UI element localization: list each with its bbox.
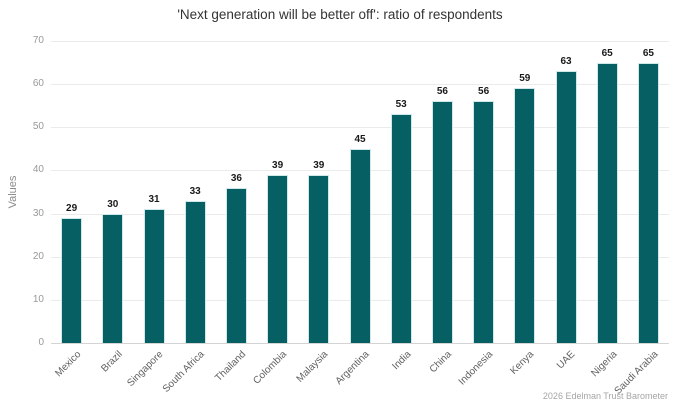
chart-title: 'Next generation will be better off': ra… [177, 7, 503, 22]
bar-china[interactable] [431, 101, 453, 343]
x-tick-label-south-africa: South Africa [161, 349, 207, 395]
x-tick-label-singapore: Singapore [125, 349, 166, 390]
gridline-y-70 [51, 41, 669, 42]
y-tick-label-0: 0 [38, 337, 44, 348]
x-tick-label-china: China [427, 349, 455, 376]
bar-value-china: 56 [436, 86, 448, 98]
bar-south-africa[interactable] [184, 200, 206, 343]
x-tick-label-indonesia: Indonesia [456, 349, 496, 388]
x-tick-label-argentina: Argentina [333, 349, 372, 388]
bar-india[interactable] [390, 114, 412, 343]
bar-thailand[interactable] [225, 187, 247, 343]
x-tick-label-uae: UAE [555, 349, 578, 372]
x-tick-label-malaysia: Malaysia [294, 349, 331, 385]
bar-brazil[interactable] [102, 213, 124, 343]
y-tick-label-50: 50 [32, 121, 44, 133]
bar-colombia[interactable] [267, 174, 289, 343]
bar-value-malaysia: 39 [313, 159, 325, 171]
y-tick-label-60: 60 [32, 78, 44, 90]
x-tick-label-nigeria: Nigeria [588, 349, 619, 380]
y-tick-label-70: 70 [32, 35, 44, 46]
bar-value-mexico: 29 [66, 202, 78, 214]
bar-value-kenya: 59 [519, 73, 531, 85]
bar-value-uae: 63 [560, 56, 572, 68]
bar-kenya[interactable] [514, 88, 536, 343]
bar-value-brazil: 30 [107, 198, 119, 210]
y-tick-label-10: 10 [32, 293, 44, 305]
bar-value-singapore: 31 [148, 194, 160, 206]
gridline-y-60 [51, 84, 669, 86]
y-tick-label-40: 40 [32, 164, 44, 176]
bar-value-indonesia: 56 [478, 86, 490, 98]
bar-value-argentina: 45 [354, 133, 366, 145]
bar-value-south-africa: 33 [189, 185, 201, 197]
bar-mexico[interactable] [61, 217, 83, 343]
bar-value-colombia: 39 [272, 159, 284, 171]
bar-nigeria[interactable] [596, 62, 618, 343]
gridline-y-0 [51, 343, 669, 344]
x-tick-label-india: India [389, 349, 413, 373]
gridline-y-50 [51, 127, 669, 129]
bar-singapore[interactable] [143, 209, 165, 343]
bar-value-saudi-arabia: 65 [642, 47, 654, 59]
bar-value-nigeria: 65 [601, 47, 613, 59]
x-tick-label-kenya: Kenya [508, 349, 537, 377]
x-tick-label-mexico: Mexico [53, 349, 84, 380]
bar-value-india: 53 [395, 99, 407, 111]
x-tick-label-thailand: Thailand [213, 349, 249, 384]
bar-uae[interactable] [555, 71, 577, 343]
source-note: 2026 Edelman Trust Barometer [542, 391, 668, 401]
bar-indonesia[interactable] [473, 101, 495, 343]
bar-malaysia[interactable] [308, 174, 330, 343]
x-tick-label-brazil: Brazil [99, 349, 125, 375]
bar-value-thailand: 36 [230, 172, 242, 184]
bar-argentina[interactable] [349, 148, 371, 343]
y-tick-label-20: 20 [32, 250, 44, 262]
y-tick-label-30: 30 [32, 207, 44, 219]
bar-saudi-arabia[interactable] [637, 62, 659, 343]
x-tick-label-colombia: Colombia [251, 349, 290, 387]
